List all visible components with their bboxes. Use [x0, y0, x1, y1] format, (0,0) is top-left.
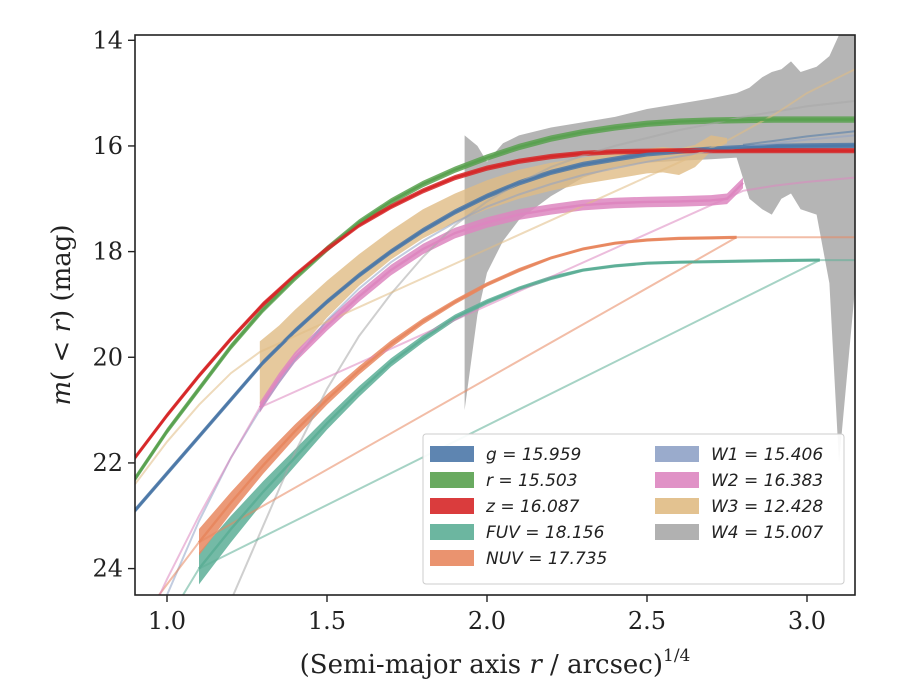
x-tick-label: 3.0 [788, 607, 826, 635]
extrapolation-W3 [135, 68, 855, 485]
line-W2 [258, 182, 744, 409]
legend: g = 15.959 r = 15.503 z = 16.087 FUV = 18.1… [422, 433, 845, 585]
extrapolation-g [742, 130, 855, 146]
x-tick-label: 1.5 [308, 607, 346, 635]
x-tick-label: 1.0 [148, 607, 186, 635]
legend-label-W1: W1 = 15.406 [711, 445, 823, 465]
legend-swatch-W4 [655, 524, 699, 540]
line-FUV [198, 258, 820, 570]
x-tick-label: 2.0 [468, 607, 506, 635]
y-axis-title: m( < r) (mag) [47, 224, 77, 405]
y-tick-label: 18 [92, 238, 123, 266]
legend-label-NUV: NUV = 17.735 [486, 549, 607, 569]
data-lines [135, 118, 855, 570]
legend-swatch-r [430, 472, 474, 488]
y-tick-label: 14 [92, 26, 123, 54]
x-axis-ticks: 1.0 1.5 2.0 2.5 3.0 [148, 595, 826, 635]
legend-swatch-g [430, 446, 474, 462]
legend-swatch-W2 [655, 472, 699, 488]
line-g [135, 144, 855, 512]
legend-label-g: g = 15.959 [486, 445, 581, 465]
y-tick-label: 22 [92, 449, 123, 477]
y-tick-label: 16 [92, 132, 123, 160]
line-NUV [198, 236, 737, 543]
legend-label-W4: W4 = 15.007 [711, 523, 823, 543]
legend-swatch-z [430, 498, 474, 514]
y-axis-ticks: 14 16 18 20 22 24 [92, 26, 135, 583]
y-tick-label: 24 [92, 555, 123, 583]
legend-label-z: z = 16.087 [485, 497, 580, 517]
line-z [135, 149, 855, 459]
legend-label-r: r = 15.503 [486, 471, 578, 491]
legend-label-W3: W3 = 12.428 [711, 497, 823, 517]
legend-swatch-FUV [430, 524, 474, 540]
y-tick-label: 20 [92, 343, 123, 371]
x-tick-label: 2.5 [628, 607, 666, 635]
extrapolation-W4 [232, 100, 855, 595]
legend-label-FUV: FUV = 18.156 [486, 523, 605, 543]
x-axis-title: (Semi-major axis r / arcsec)1/4 [300, 646, 691, 680]
band-FUV [199, 258, 820, 585]
line-r [135, 118, 855, 480]
legend-label-W2: W2 = 16.383 [711, 471, 823, 491]
band-W4 [464, 35, 855, 463]
plot-frame [134, 34, 856, 596]
legend-swatch-W3 [655, 498, 699, 514]
legend-swatch-NUV [430, 550, 474, 566]
legend-box [422, 433, 845, 585]
legend-swatch-W1 [655, 446, 699, 462]
